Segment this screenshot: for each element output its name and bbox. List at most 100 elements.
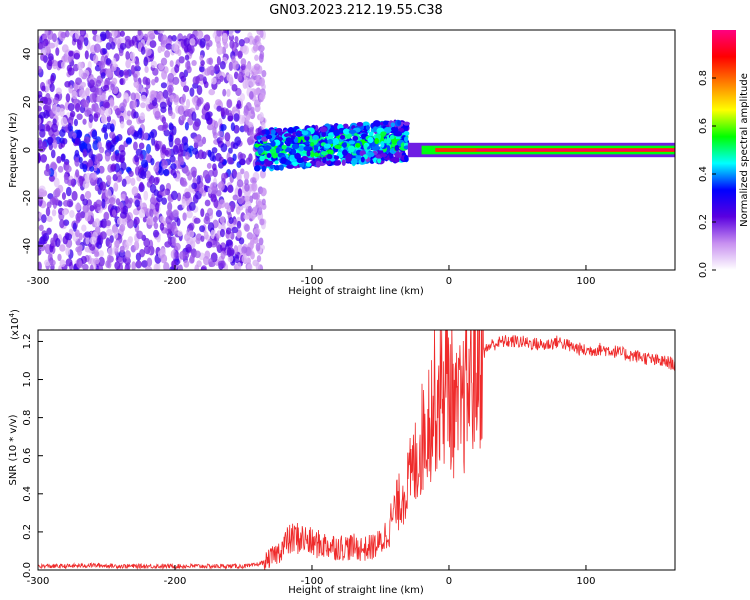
heatmap-cell [239,153,247,160]
heatmap-cell [49,83,55,93]
heatmap-cell [42,96,48,105]
heatmap-cell [38,105,42,112]
heatmap-cell [222,88,227,97]
heatmap-cell [352,135,359,141]
heatmap-cell [256,255,262,263]
heatmap-cell [234,36,239,43]
heatmap-cell [313,145,319,152]
heatmap-cell [298,145,305,152]
heatmap-cell [111,77,118,85]
heatmap-cell [38,188,45,198]
heatmap-cell [275,128,282,133]
x-tick-label: -200 [164,576,187,587]
heatmap-cell [244,183,250,192]
y-tick-label: 0.6 [22,448,33,464]
heatmap-cell [204,102,210,112]
heatmap-cell [124,35,131,42]
heatmap-cell [243,108,249,116]
heatmap-cell [52,97,59,105]
heatmap-cell [248,78,255,88]
heatmap-cell [238,159,246,166]
heatmap-cell [286,164,295,169]
snr-y-multiplier-close: ) [10,309,21,313]
heatmap-cell [196,30,204,39]
x-tick-label: -300 [27,576,50,587]
spectrogram-x-axis: -300 -200 -100 0 100 [27,265,596,287]
heatmap-cell [253,63,261,71]
snr-x-axis: -300 -200 -100 0 100 [27,565,596,587]
heatmap-cell [192,147,199,155]
heatmap-cell [179,157,185,166]
heatmap-cell [153,222,159,230]
heatmap-cell [171,43,178,52]
heatmap-cell [240,58,247,66]
heatmap-cell [147,30,155,38]
heatmap-cell [390,122,395,128]
heatmap-cell [153,176,160,186]
heatmap-cell [204,212,210,222]
heatmap-cell [183,142,189,152]
heatmap-cell [163,168,170,176]
heatmap-cell [139,112,146,121]
heatmap-cell [259,155,265,162]
heatmap-cell [159,101,167,110]
heatmap-cell [227,184,234,194]
heatmap-cell [168,122,174,131]
heatmap-cell [84,231,92,238]
heatmap-cell [64,80,71,88]
heatmap-cell [59,107,65,118]
heatmap-cell [164,149,170,156]
heatmap-cell [119,69,125,77]
heatmap-cell [188,44,195,54]
heatmap-cell [172,145,179,155]
heatmap-cell [198,187,204,195]
heatmap-cell [232,194,239,201]
heatmap-cell [238,39,245,47]
heatmap-cell [238,114,245,125]
heatmap-cell [138,208,145,219]
heatmap-cell [118,50,124,57]
heatmap-cell [61,192,67,200]
y-tick-label: 0 [22,147,33,153]
heatmap-cell [234,30,241,34]
heatmap-cell [234,254,240,264]
heatmap-cell [41,214,47,224]
heatmap-cell [260,160,265,165]
heatmap-cell [305,162,312,167]
heatmap-cell [181,198,186,209]
heatmap-cell [250,251,255,260]
heatmap-cell [144,65,149,74]
heatmap-cell [236,262,242,270]
heatmap-cell [88,79,95,88]
heatmap-cell [146,215,153,226]
heatmap-cell [85,87,90,98]
heatmap-cell [212,163,217,171]
heatmap-cell [341,159,346,166]
heatmap-cell [200,59,205,67]
heatmap-cell [157,124,165,131]
colorbar-tick-label: 0.2 [698,214,709,230]
heatmap-cell [230,203,235,211]
heatmap-cell [156,194,163,203]
y-tick-label: 0.2 [22,524,33,540]
heatmap-cell [184,151,191,160]
y-tick-label: -40 [22,238,33,254]
heatmap-cell [341,142,348,148]
heatmap-cell [140,159,148,168]
heatmap-cell [380,131,387,136]
heatmap-cell [99,31,107,41]
heatmap-cell [227,156,234,165]
heatmap-cell [98,60,106,70]
heatmap-cell [170,223,175,232]
heatmap-cell [143,245,151,255]
heatmap-cell [269,164,274,169]
heatmap-cell [83,99,90,108]
heatmap-cell [123,69,130,76]
heatmap-cell [270,140,276,147]
heatmap-cell [304,135,310,141]
heatmap-cell [105,189,112,199]
heatmap-cell [220,107,225,118]
heatmap-cell [182,212,187,221]
heatmap-cell [306,149,311,157]
heatmap-cell [111,209,117,217]
